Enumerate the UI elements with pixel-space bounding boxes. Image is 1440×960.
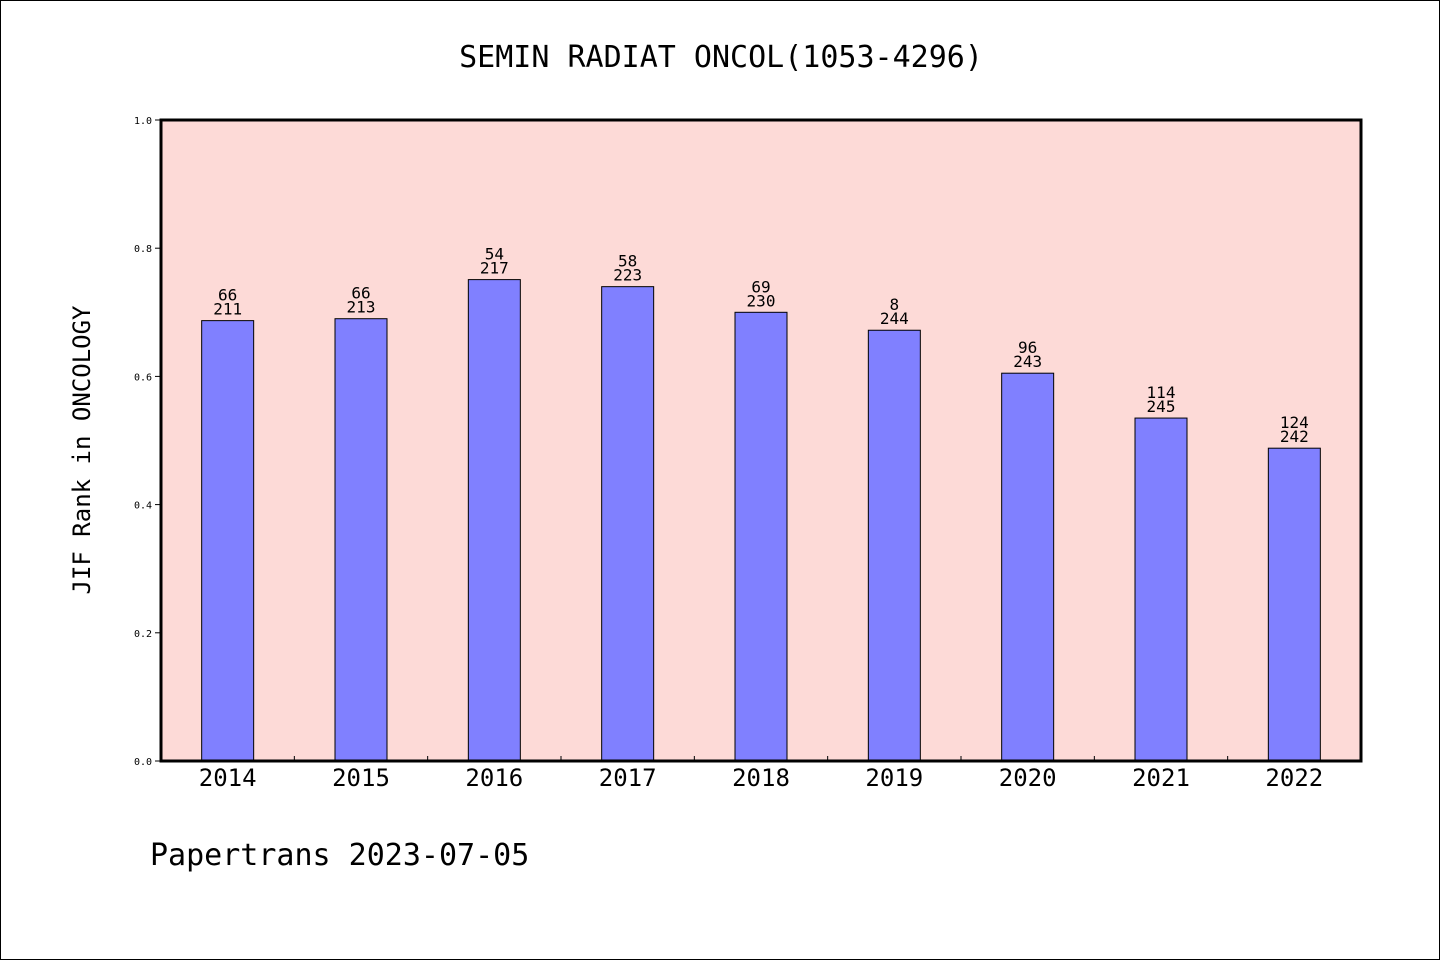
x-tick-label: 2015: [332, 764, 390, 792]
y-tick-label: 0.2: [134, 629, 152, 640]
bar-2021: [1134, 417, 1188, 762]
rank-label: 8: [890, 295, 900, 314]
x-tick-label: 2019: [865, 764, 923, 792]
x-tick-label: 2022: [1265, 764, 1323, 792]
bar-2019: [867, 329, 921, 762]
total-label: 213: [347, 298, 376, 317]
x-tick-label: 2017: [599, 764, 657, 792]
rank-label: 114: [1147, 383, 1176, 402]
bar-2018: [734, 311, 788, 762]
rank-label: 66: [218, 286, 237, 305]
chart-title: SEMIN RADIAT ONCOL(1053-4296): [459, 40, 983, 75]
rank-label: 124: [1280, 413, 1309, 432]
y-tick-label: 0.4: [134, 501, 152, 512]
total-label: 217: [480, 259, 509, 278]
rank-label: 58: [618, 252, 637, 271]
bar-2014: [201, 320, 255, 762]
bar-2020: [1001, 372, 1055, 762]
x-tick-label: 2014: [199, 764, 257, 792]
rank-label: 66: [351, 284, 370, 303]
rank-label: 54: [485, 245, 504, 264]
x-tick-label: 2016: [465, 764, 523, 792]
bar-2017: [601, 286, 655, 762]
rank-label: 96: [1018, 338, 1037, 357]
plot-area: 0.00.20.40.60.81.06621120146621320155421…: [134, 116, 1363, 792]
total-label: 211: [213, 300, 242, 319]
x-tick-label: 2018: [732, 764, 790, 792]
x-tick-label: 2020: [999, 764, 1057, 792]
x-tick-label: 2021: [1132, 764, 1190, 792]
y-tick-label: 1.0: [134, 116, 152, 127]
source-footer: Papertrans 2023-07-05: [150, 838, 529, 873]
total-label: 244: [880, 309, 909, 328]
bar-2022: [1267, 447, 1321, 762]
bar-2016: [467, 279, 521, 762]
total-label: 230: [747, 291, 776, 310]
total-label: 223: [613, 266, 642, 285]
y-tick-label: 0.8: [134, 244, 152, 255]
plot-border: [159, 118, 1363, 763]
total-label: 245: [1147, 397, 1176, 416]
rank-label: 69: [751, 277, 770, 296]
y-tick-label: 0.6: [134, 372, 152, 383]
y-tick-label: 0.0: [134, 757, 152, 768]
total-label: 243: [1013, 352, 1042, 371]
total-label: 242: [1280, 427, 1309, 446]
y-axis-label: JIF Rank in ONCOLOGY: [68, 305, 96, 595]
bar-2015: [334, 318, 388, 762]
